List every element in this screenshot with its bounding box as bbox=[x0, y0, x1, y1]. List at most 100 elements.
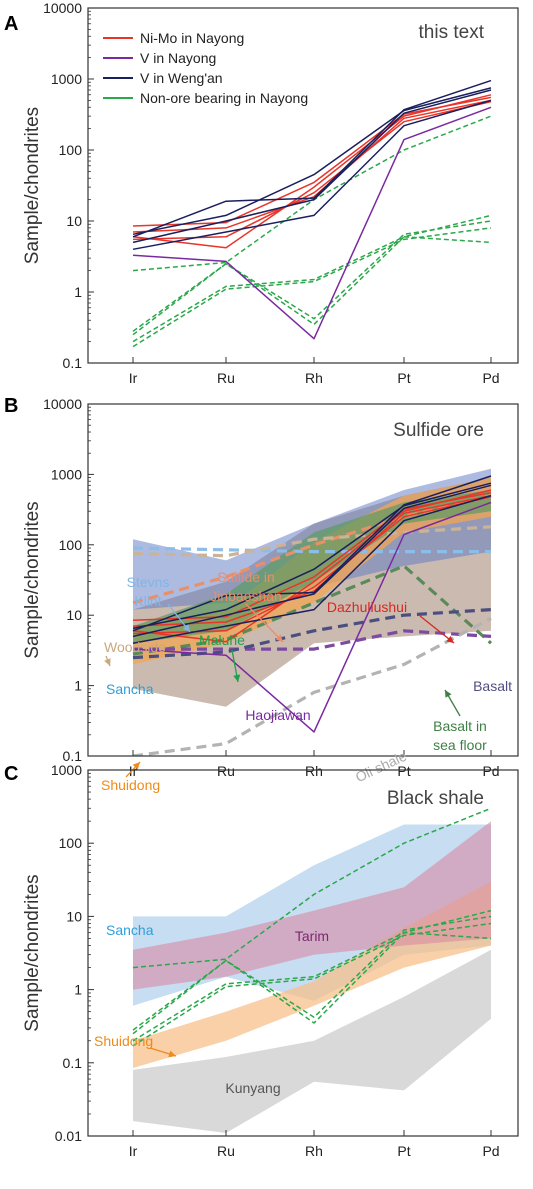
series-line-5 bbox=[132, 79, 492, 238]
x-tick-label: Ru bbox=[217, 370, 235, 386]
series-line-4 bbox=[132, 501, 492, 733]
arrow-head-icon bbox=[104, 658, 111, 666]
series-line-6 bbox=[132, 494, 492, 644]
plot-area bbox=[132, 807, 492, 1133]
legend-entry: V in Nayong bbox=[140, 50, 216, 66]
series-line-5 bbox=[132, 475, 492, 632]
series-line-2 bbox=[132, 99, 492, 233]
panel-b: 0.1 1 10 100 1000 10000 Ir Ru Rh Pt Pd Sample/chond… bbox=[4, 395, 519, 793]
y-axis-label: Sample/chondrites bbox=[22, 107, 43, 264]
annotation-label: Basalt in bbox=[433, 718, 487, 734]
arrow-head-icon bbox=[275, 634, 283, 642]
panel-a: 0.1 1 10 100 1000 10000 Ir Ru Rh Pt Pd Sample/chond… bbox=[4, 0, 519, 386]
series-line-12 bbox=[132, 564, 493, 656]
panel-label: C bbox=[4, 763, 18, 785]
y-axis-label: Sample/chondrites bbox=[22, 501, 43, 658]
x-tick-label: Ir bbox=[129, 370, 138, 386]
x-tick-label: Pt bbox=[397, 763, 410, 779]
plot-frame bbox=[87, 7, 519, 364]
annotation-label: Shuidong bbox=[101, 777, 160, 793]
arrow-head-icon bbox=[446, 635, 454, 643]
annotation-label: Shuidong bbox=[94, 1033, 153, 1049]
plot-area bbox=[132, 468, 493, 756]
y-tick-label: 0.01 bbox=[55, 1128, 82, 1144]
y-tick-label: 10 bbox=[66, 607, 82, 623]
series-line-13 bbox=[132, 236, 492, 343]
annotation-label: Tarim bbox=[295, 928, 329, 944]
panel-label: B bbox=[4, 395, 18, 417]
panel-c: 0.01 0.1 1 10 100 1000 Ir Ru Rh Pt Pd Sample/chondr… bbox=[4, 762, 519, 1159]
x-tick-label: Pd bbox=[482, 763, 499, 779]
annotation-label: Sancha bbox=[106, 681, 154, 697]
series-line-7 bbox=[132, 482, 492, 630]
annotation-label: Sulfide in bbox=[217, 569, 275, 585]
series-line-3 bbox=[132, 915, 492, 1031]
y-tick-label: 10 bbox=[66, 908, 82, 924]
x-tick-label: Ir bbox=[129, 763, 138, 779]
series-line-6 bbox=[132, 99, 492, 251]
series-line-8 bbox=[132, 484, 492, 638]
x-tick-label: Rh bbox=[305, 1143, 323, 1159]
annotation-label: Maluhe bbox=[199, 632, 245, 648]
series-line-8 bbox=[132, 89, 492, 244]
annotation-label: Sancha bbox=[106, 922, 154, 938]
y-tick-label: 1000 bbox=[51, 466, 82, 482]
y-tick-label: 0.1 bbox=[63, 1055, 83, 1071]
series-line-4 bbox=[132, 106, 492, 340]
annotation-label: Jinbaoshan bbox=[210, 588, 282, 604]
arrow-head-icon bbox=[445, 690, 452, 698]
series-line-4 bbox=[132, 931, 492, 1042]
x-tick-label: Ir bbox=[129, 1143, 138, 1159]
arrow-head-icon bbox=[132, 762, 140, 770]
annotation-label: Woodside bbox=[104, 639, 166, 655]
y-tick-label: 0.1 bbox=[63, 355, 83, 371]
x-tick-label: Rh bbox=[305, 763, 323, 779]
annotation-arrow bbox=[245, 603, 284, 643]
series-line-11 bbox=[132, 525, 492, 558]
annotation-label: Stevns bbox=[127, 574, 170, 590]
y-tick-label: 100 bbox=[59, 835, 83, 851]
y-tick-label: 1 bbox=[74, 982, 82, 998]
annotation-label: Haojiawan bbox=[245, 707, 310, 723]
panel-title: Black shale bbox=[387, 788, 484, 809]
series-line-7 bbox=[132, 87, 492, 236]
series-line-1 bbox=[132, 909, 492, 1035]
series-line-10 bbox=[132, 494, 492, 605]
arrow-head-icon bbox=[168, 1050, 176, 1058]
x-tick-label: Pt bbox=[397, 370, 410, 386]
series-line-15 bbox=[132, 616, 492, 756]
annotation-label: Basalt bbox=[473, 678, 512, 694]
y-tick-label: 1 bbox=[74, 678, 82, 694]
range-band-2 bbox=[133, 881, 491, 1068]
plot-frame bbox=[87, 403, 519, 757]
annotation-label: Dazhuliushui bbox=[327, 599, 407, 615]
annotation-label: sea floor bbox=[433, 737, 487, 753]
legend-entry: V in Weng'an bbox=[140, 70, 223, 86]
plot-frame bbox=[87, 769, 519, 1137]
x-tick-label: Ru bbox=[217, 1143, 235, 1159]
panel-title: Sulfide ore bbox=[393, 420, 484, 441]
arrow-head-icon bbox=[182, 624, 190, 632]
panel-label: A bbox=[4, 13, 18, 35]
legend-entry: Non-ore bearing in Nayong bbox=[140, 90, 308, 106]
panel-title: this text bbox=[419, 22, 485, 43]
x-tick-label: Rh bbox=[305, 370, 323, 386]
series-line-14 bbox=[132, 608, 492, 660]
range-band-3 bbox=[133, 821, 491, 990]
series-line-1 bbox=[132, 491, 492, 621]
x-tick-label: Pt bbox=[397, 1143, 410, 1159]
y-tick-label: 1000 bbox=[51, 71, 82, 87]
x-tick-label: Pd bbox=[482, 370, 499, 386]
series-line-2 bbox=[132, 494, 492, 627]
y-tick-label: 0.1 bbox=[63, 748, 83, 764]
series-line-9 bbox=[132, 546, 491, 554]
series-line-2 bbox=[132, 922, 492, 1047]
y-tick-label: 10000 bbox=[43, 0, 82, 16]
series-line-11 bbox=[132, 227, 492, 348]
range-band-3 bbox=[133, 490, 491, 644]
x-tick-label: Ru bbox=[217, 763, 235, 779]
y-tick-label: 10000 bbox=[43, 396, 82, 412]
y-tick-label: 100 bbox=[59, 142, 83, 158]
y-tick-label: 1000 bbox=[51, 762, 82, 778]
annotation-label: Klint bbox=[134, 593, 161, 609]
